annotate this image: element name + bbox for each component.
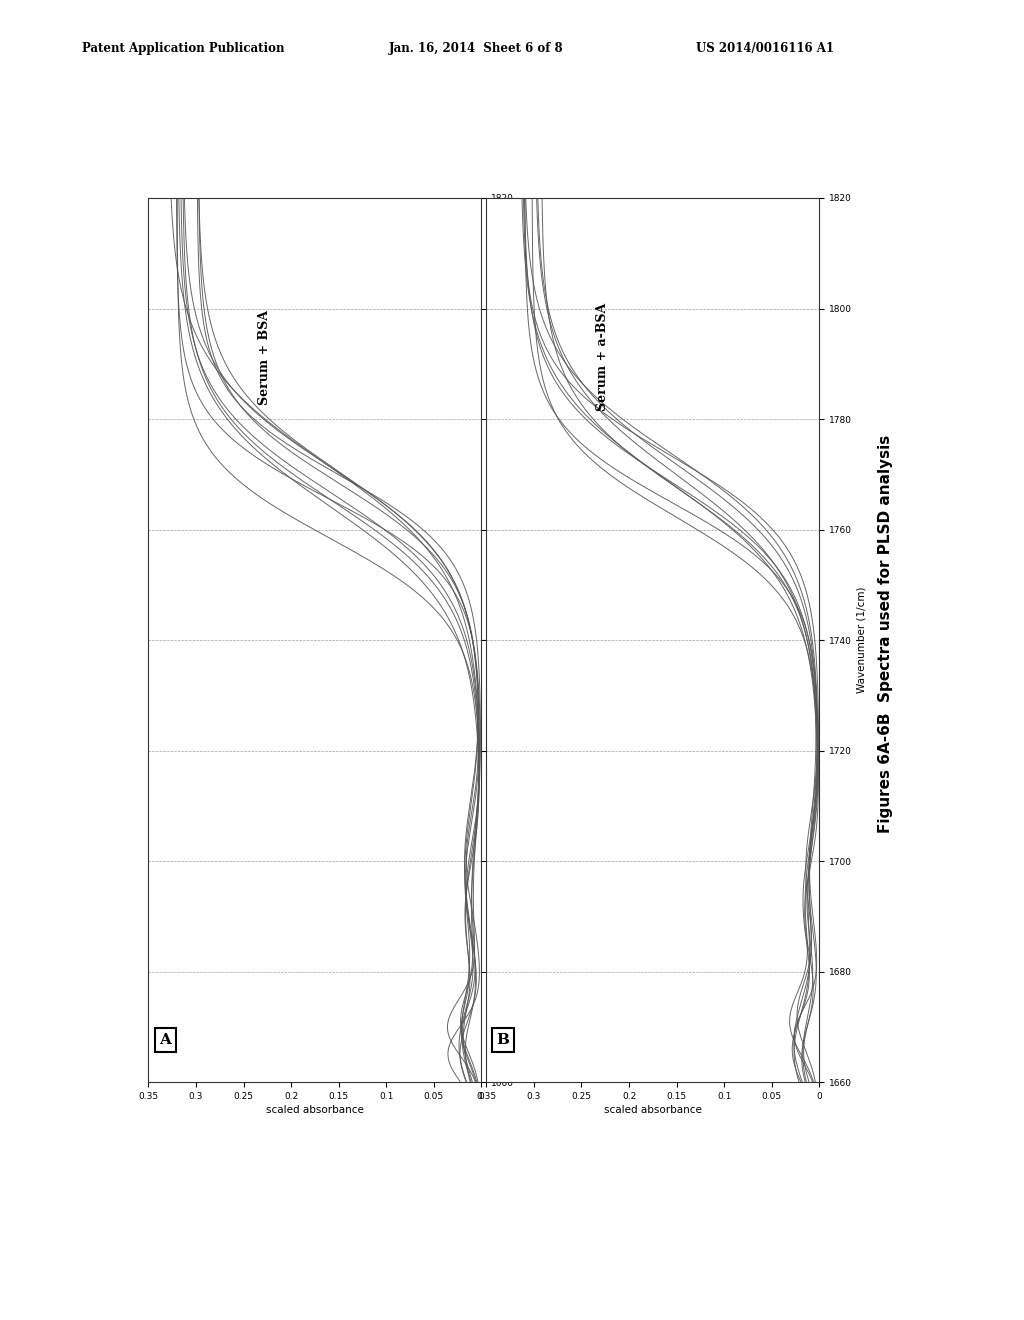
Text: Serum + BSA: Serum + BSA — [258, 310, 271, 405]
Text: Jan. 16, 2014  Sheet 6 of 8: Jan. 16, 2014 Sheet 6 of 8 — [389, 42, 564, 55]
Text: US 2014/0016116 A1: US 2014/0016116 A1 — [696, 42, 835, 55]
Text: Figures 6A-6B  Spectra used for PLSD analysis: Figures 6A-6B Spectra used for PLSD anal… — [879, 434, 893, 833]
Text: Serum + a-BSA: Serum + a-BSA — [596, 304, 609, 412]
Text: Patent Application Publication: Patent Application Publication — [82, 42, 285, 55]
Y-axis label: Wavenumber (1/cm): Wavenumber (1/cm) — [856, 587, 866, 693]
X-axis label: scaled absorbance: scaled absorbance — [266, 1105, 364, 1115]
Text: A: A — [159, 1034, 171, 1047]
X-axis label: scaled absorbance: scaled absorbance — [604, 1105, 701, 1115]
Y-axis label: Wavenumber (1/cm): Wavenumber (1/cm) — [518, 587, 528, 693]
Text: B: B — [497, 1034, 510, 1047]
